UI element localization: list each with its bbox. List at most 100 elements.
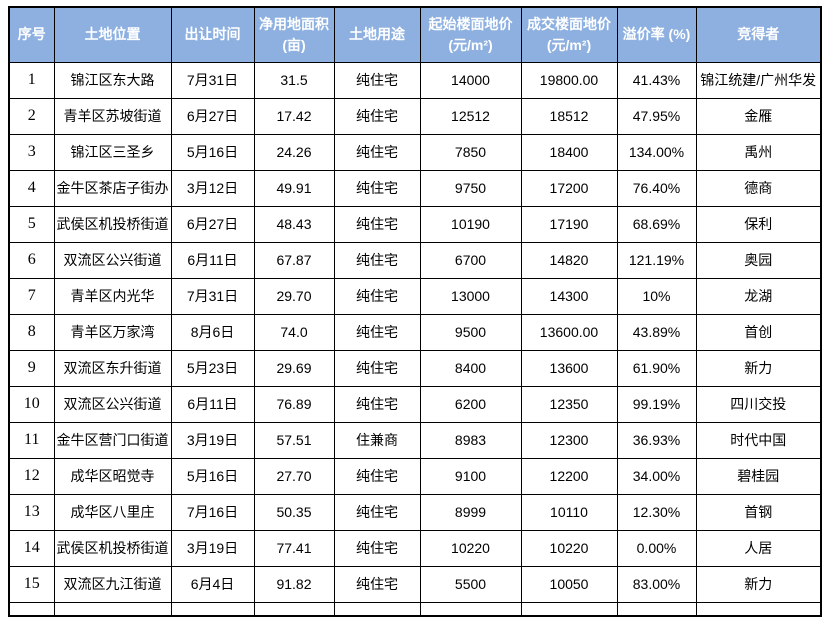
table-cell: 6月11日 — [170, 385, 255, 423]
table-cell: 6月4日 — [170, 565, 255, 603]
table-cell: 5 — [8, 205, 55, 243]
column-header-transfer-date: 出让时间 — [170, 6, 255, 63]
table-cell: 57.51 — [253, 421, 335, 459]
column-header-starting-price: 起始楼面地价 (元/m²) — [419, 6, 522, 63]
table-cell: 13600.00 — [520, 313, 618, 351]
table-cell: 17200 — [520, 169, 618, 207]
table-cell: 47.95% — [616, 97, 697, 135]
column-header-transaction-price: 成交楼面地价 (元/m²) — [520, 6, 618, 63]
table-row: 1 锦江区东大路 7月31日 31.5 纯住宅 14000 19800.00 41.43% 锦江… — [8, 61, 822, 99]
table-cell: 禹州 — [695, 133, 822, 171]
table-cell: 6700 — [419, 241, 522, 279]
table-row: 13 成华区八里庄 7月16日 50.35 纯住宅 8999 10110 12.30% 首钢 — [8, 493, 822, 531]
table-cell-empty — [170, 601, 255, 617]
table-cell: 34.00% — [616, 457, 697, 495]
table-cell: 48.43 — [253, 205, 335, 243]
table-cell: 纯住宅 — [333, 97, 421, 135]
table-cell: 纯住宅 — [333, 493, 421, 531]
table-cell: 锦江区三圣乡 — [53, 133, 172, 171]
table-cell: 金雁 — [695, 97, 822, 135]
table-cell-empty — [616, 601, 697, 617]
table-cell: 6 — [8, 241, 55, 279]
table-cell: 17190 — [520, 205, 618, 243]
table-cell: 9500 — [419, 313, 522, 351]
table-cell: 74.0 — [253, 313, 335, 351]
table-cell: 10 — [8, 385, 55, 423]
table-cell: 24.26 — [253, 133, 335, 171]
table-cell: 金牛区营门口街道 — [53, 421, 172, 459]
table-cell: 新力 — [695, 349, 822, 387]
table-cell: 7月31日 — [170, 277, 255, 315]
table-cell: 14 — [8, 529, 55, 567]
table-row: 3 锦江区三圣乡 5月16日 24.26 纯住宅 7850 18400 134.00% 禹州 — [8, 133, 822, 171]
table-cell: 纯住宅 — [333, 385, 421, 423]
table-cell: 76.40% — [616, 169, 697, 207]
table-cell: 青羊区苏坡街道 — [53, 97, 172, 135]
table-cell: 纯住宅 — [333, 205, 421, 243]
table-cell: 15 — [8, 565, 55, 603]
column-header-premium-rate: 溢价率 (%) — [616, 6, 697, 63]
table-cell: 8 — [8, 313, 55, 351]
table-cell: 金牛区茶店子街办 — [53, 169, 172, 207]
table-cell-empty — [419, 601, 522, 617]
table-row: 11 金牛区营门口街道 3月19日 57.51 住兼商 8983 12300 36.93% 时代… — [8, 421, 822, 459]
table-cell: 12200 — [520, 457, 618, 495]
table-cell: 纯住宅 — [333, 313, 421, 351]
table-cell: 5月16日 — [170, 133, 255, 171]
table-row: 2 青羊区苏坡街道 6月27日 17.42 纯住宅 12512 18512 47.95% 金雁 — [8, 97, 822, 135]
table-row: 8 青羊区万家湾 8月6日 74.0 纯住宅 9500 13600.00 43.89% 首创 — [8, 313, 822, 351]
table-cell: 7月16日 — [170, 493, 255, 531]
table-cell: 青羊区万家湾 — [53, 313, 172, 351]
table-cell: 18512 — [520, 97, 618, 135]
table-row: 15 双流区九江街道 6月4日 91.82 纯住宅 5500 10050 83.00% 新力 — [8, 565, 822, 603]
table-cell: 14000 — [419, 61, 522, 99]
table-cell-empty — [253, 601, 335, 617]
table-cell: 61.90% — [616, 349, 697, 387]
table-cell: 18400 — [520, 133, 618, 171]
table-cell: 76.89 — [253, 385, 335, 423]
table-cell: 青羊区内光华 — [53, 277, 172, 315]
table-cell: 双流区东升街道 — [53, 349, 172, 387]
table-cell: 11 — [8, 421, 55, 459]
table-cell: 83.00% — [616, 565, 697, 603]
table-cell: 0.00% — [616, 529, 697, 567]
table-cell: 10220 — [520, 529, 618, 567]
table-cell: 6月11日 — [170, 241, 255, 279]
table-cell: 14820 — [520, 241, 618, 279]
table-cell: 17.42 — [253, 97, 335, 135]
table-cell: 31.5 — [253, 61, 335, 99]
column-header-serial: 序号 — [8, 6, 55, 63]
table-cell: 武侯区机投桥街道 — [53, 529, 172, 567]
table-cell: 3月19日 — [170, 529, 255, 567]
table-cell: 纯住宅 — [333, 349, 421, 387]
table-cell: 10% — [616, 277, 697, 315]
table-cell: 7 — [8, 277, 55, 315]
table-cell: 8月6日 — [170, 313, 255, 351]
table-cell: 德商 — [695, 169, 822, 207]
table-cell: 纯住宅 — [333, 133, 421, 171]
table-row: 14 武侯区机投桥街道 3月19日 77.41 纯住宅 10220 10220 0.00% 人居 — [8, 529, 822, 567]
table-cell: 13000 — [419, 277, 522, 315]
table-cell-empty — [333, 601, 421, 617]
table-cell: 保利 — [695, 205, 822, 243]
table-cell: 奥园 — [695, 241, 822, 279]
table-cell: 龙湖 — [695, 277, 822, 315]
table-cell: 时代中国 — [695, 421, 822, 459]
table-cell: 8400 — [419, 349, 522, 387]
table-cell: 43.89% — [616, 313, 697, 351]
table-cell: 13 — [8, 493, 55, 531]
table-cell: 12512 — [419, 97, 522, 135]
table-cell: 4 — [8, 169, 55, 207]
table-cell: 锦江区东大路 — [53, 61, 172, 99]
table-cell: 新力 — [695, 565, 822, 603]
table-cell: 双流区公兴街道 — [53, 385, 172, 423]
table-cell: 12.30% — [616, 493, 697, 531]
land-transactions-table: 序号 土地位置 出让时间 净用地面积 (亩) 土地用途 起始楼面地价 (元/m²… — [8, 6, 822, 617]
table-cell: 7850 — [419, 133, 522, 171]
table-cell: 武侯区机投桥街道 — [53, 205, 172, 243]
table-cell: 双流区公兴街道 — [53, 241, 172, 279]
table-cell: 134.00% — [616, 133, 697, 171]
table-cell: 29.70 — [253, 277, 335, 315]
table-row: 4 金牛区茶店子街办 3月12日 49.91 纯住宅 9750 17200 76.40% 德商 — [8, 169, 822, 207]
table-cell: 成华区八里庄 — [53, 493, 172, 531]
